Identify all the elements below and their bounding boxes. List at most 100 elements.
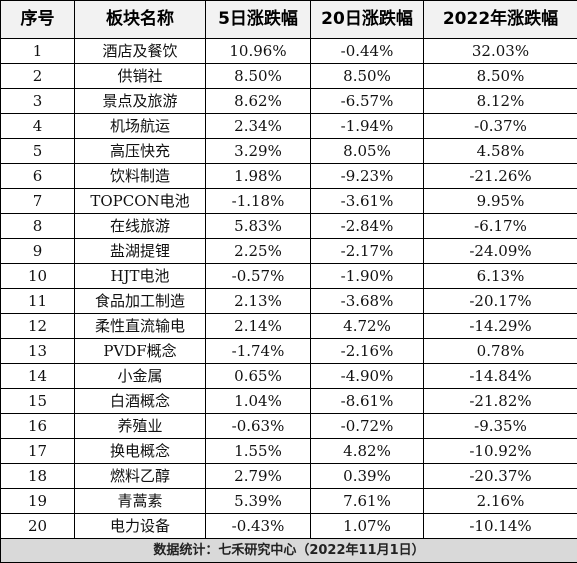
cell-sector-name: 燃料乙醇 xyxy=(75,464,206,489)
cell-20day-change: 7.61% xyxy=(311,489,424,514)
cell-sector-name: 换电概念 xyxy=(75,439,206,464)
cell-2022-change: -10.14% xyxy=(424,514,577,539)
cell-2022-change: -24.09% xyxy=(424,239,577,264)
cell-sector-name: 供销社 xyxy=(75,64,206,89)
cell-2022-change: -20.17% xyxy=(424,289,577,314)
cell-index: 13 xyxy=(1,339,75,364)
cell-index: 4 xyxy=(1,114,75,139)
cell-sector-name: 机场航运 xyxy=(75,114,206,139)
cell-5day-change: 1.04% xyxy=(206,389,311,414)
cell-20day-change: -0.44% xyxy=(311,39,424,64)
cell-2022-change: -20.37% xyxy=(424,464,577,489)
cell-sector-name: 电力设备 xyxy=(75,514,206,539)
cell-index: 16 xyxy=(1,414,75,439)
header-sector-name: 板块名称 xyxy=(75,1,206,39)
cell-2022-change: 2.16% xyxy=(424,489,577,514)
cell-index: 9 xyxy=(1,239,75,264)
cell-20day-change: -1.90% xyxy=(311,264,424,289)
cell-5day-change: 2.34% xyxy=(206,114,311,139)
cell-5day-change: 1.55% xyxy=(206,439,311,464)
data-source-note: 数据统计：七禾研究中心（2022年11月1日） xyxy=(1,539,577,563)
cell-5day-change: -1.74% xyxy=(206,339,311,364)
cell-2022-change: 8.12% xyxy=(424,89,577,114)
cell-5day-change: -0.63% xyxy=(206,414,311,439)
cell-sector-name: TOPCON电池 xyxy=(75,189,206,214)
cell-20day-change: -2.16% xyxy=(311,339,424,364)
cell-index: 20 xyxy=(1,514,75,539)
cell-2022-change: 9.95% xyxy=(424,189,577,214)
cell-index: 1 xyxy=(1,39,75,64)
cell-5day-change: 2.14% xyxy=(206,314,311,339)
cell-index: 10 xyxy=(1,264,75,289)
cell-5day-change: 5.39% xyxy=(206,489,311,514)
cell-2022-change: 6.13% xyxy=(424,264,577,289)
header-2022-change: 2022年涨跌幅 xyxy=(424,1,577,39)
cell-20day-change: -0.72% xyxy=(311,414,424,439)
cell-2022-change: -9.35% xyxy=(424,414,577,439)
cell-sector-name: 饮料制造 xyxy=(75,164,206,189)
cell-sector-name: 青蒿素 xyxy=(75,489,206,514)
cell-2022-change: 8.50% xyxy=(424,64,577,89)
cell-2022-change: 32.03% xyxy=(424,39,577,64)
cell-20day-change: 0.39% xyxy=(311,464,424,489)
cell-2022-change: -6.17% xyxy=(424,214,577,239)
cell-index: 11 xyxy=(1,289,75,314)
cell-20day-change: 8.05% xyxy=(311,139,424,164)
cell-20day-change: -2.17% xyxy=(311,239,424,264)
header-index: 序号 xyxy=(1,1,75,39)
cell-index: 19 xyxy=(1,489,75,514)
cell-5day-change: 0.65% xyxy=(206,364,311,389)
cell-2022-change: -14.29% xyxy=(424,314,577,339)
cell-20day-change: -9.23% xyxy=(311,164,424,189)
cell-index: 15 xyxy=(1,389,75,414)
cell-index: 12 xyxy=(1,314,75,339)
cell-20day-change: -8.61% xyxy=(311,389,424,414)
cell-2022-change: -0.37% xyxy=(424,114,577,139)
cell-index: 2 xyxy=(1,64,75,89)
cell-2022-change: 4.58% xyxy=(424,139,577,164)
cell-5day-change: 2.25% xyxy=(206,239,311,264)
cell-20day-change: -3.68% xyxy=(311,289,424,314)
cell-20day-change: 4.82% xyxy=(311,439,424,464)
cell-20day-change: 4.72% xyxy=(311,314,424,339)
cell-2022-change: -10.92% xyxy=(424,439,577,464)
cell-5day-change: 1.98% xyxy=(206,164,311,189)
cell-20day-change: -2.84% xyxy=(311,214,424,239)
cell-index: 8 xyxy=(1,214,75,239)
cell-5day-change: -0.57% xyxy=(206,264,311,289)
cell-5day-change: 8.62% xyxy=(206,89,311,114)
cell-sector-name: 景点及旅游 xyxy=(75,89,206,114)
cell-sector-name: 白酒概念 xyxy=(75,389,206,414)
cell-sector-name: 柔性直流输电 xyxy=(75,314,206,339)
cell-20day-change: 1.07% xyxy=(311,514,424,539)
header-row: 序号 板块名称 5日涨跌幅 20日涨跌幅 2022年涨跌幅 xyxy=(1,1,577,39)
cell-index: 3 xyxy=(1,89,75,114)
header-20day-change: 20日涨跌幅 xyxy=(311,1,424,39)
cell-sector-name: 高压快充 xyxy=(75,139,206,164)
cell-5day-change: 8.50% xyxy=(206,64,311,89)
cell-index: 17 xyxy=(1,439,75,464)
cell-index: 7 xyxy=(1,189,75,214)
cell-sector-name: 食品加工制造 xyxy=(75,289,206,314)
cell-sector-name: 在线旅游 xyxy=(75,214,206,239)
cell-index: 6 xyxy=(1,164,75,189)
cell-2022-change: -21.26% xyxy=(424,164,577,189)
cell-sector-name: 小金属 xyxy=(75,364,206,389)
cell-index: 5 xyxy=(1,139,75,164)
